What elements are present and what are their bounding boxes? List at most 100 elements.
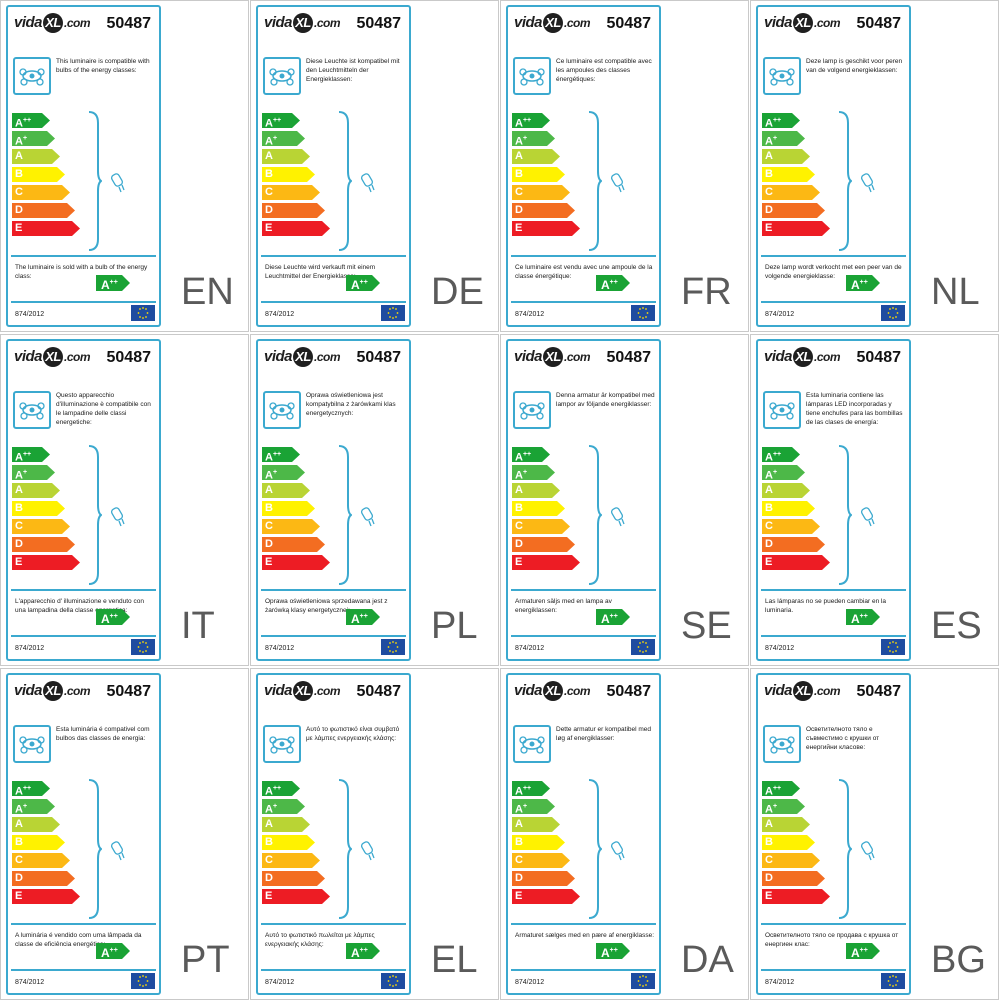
bulb-icon bbox=[860, 507, 875, 527]
language-code: IT bbox=[181, 605, 215, 647]
energy-class-label: A++ bbox=[265, 451, 282, 464]
regulation-number: 874/2012 bbox=[765, 311, 795, 318]
luminaire-icon bbox=[13, 725, 51, 763]
energy-class-label: C bbox=[765, 520, 773, 532]
model-number: 50487 bbox=[606, 15, 652, 32]
divider bbox=[11, 923, 156, 925]
luminaire-icon bbox=[263, 57, 301, 95]
energy-class-bar: A++ bbox=[512, 447, 582, 464]
energy-class-scale: A++ A+ A B C D E bbox=[262, 781, 332, 907]
label-cell-se: vida XL .com 50487 Denna armatur är kompat… bbox=[500, 334, 749, 666]
energy-class-bar: C bbox=[12, 519, 82, 534]
energy-class-bar: C bbox=[762, 519, 832, 534]
energy-class-label: E bbox=[765, 222, 773, 234]
energy-class-label: A+ bbox=[515, 469, 528, 482]
brace-icon bbox=[338, 779, 352, 919]
energy-class-label: E bbox=[765, 556, 773, 568]
energy-class-label: E bbox=[765, 890, 773, 902]
energy-class-label: A bbox=[765, 818, 773, 830]
luminaire-icon bbox=[263, 391, 301, 429]
energy-class-bar: E bbox=[12, 221, 82, 236]
sold-with-text: Diese Leuchte wird verkauft mit einem Le… bbox=[265, 264, 376, 280]
model-number: 50487 bbox=[106, 683, 152, 700]
energy-label: vida XL .com 50487 Denna armatur är kompat… bbox=[506, 339, 661, 661]
energy-class-label: C bbox=[765, 186, 773, 198]
energy-class-bar: A+ bbox=[762, 465, 832, 482]
energy-class-scale: A++ A+ A B C D E bbox=[512, 113, 582, 239]
model-number: 50487 bbox=[106, 15, 152, 32]
compatibility-text: This luminaire is compatible with bulbs … bbox=[56, 58, 150, 74]
energy-class-label: A+ bbox=[15, 469, 28, 482]
energy-label: vida XL .com 50487 Ce luminaire est compat… bbox=[506, 5, 661, 327]
energy-class-bar: B bbox=[12, 501, 82, 516]
language-code: BG bbox=[931, 939, 986, 981]
energy-class-label: A+ bbox=[765, 135, 778, 148]
brand-logo: vida XL .com bbox=[14, 13, 91, 33]
energy-class-label: E bbox=[265, 556, 273, 568]
energy-class-bar: D bbox=[512, 203, 582, 218]
divider bbox=[761, 923, 906, 925]
sold-with-text: Αυτό το φωτιστικό πωλείται με λάμπες ενε… bbox=[265, 932, 375, 948]
energy-class-label: E bbox=[15, 222, 23, 234]
eu-flag-icon bbox=[881, 639, 905, 655]
model-number: 50487 bbox=[856, 15, 902, 32]
energy-class-bar: A+ bbox=[512, 799, 582, 816]
energy-class-label: A++ bbox=[765, 117, 782, 130]
divider bbox=[11, 301, 156, 303]
energy-label: vida XL .com 50487 Dette armatur er kompat… bbox=[506, 673, 661, 995]
brand-logo: vida XL .com bbox=[514, 681, 591, 701]
energy-class-label: D bbox=[15, 872, 23, 884]
energy-class-bar: E bbox=[262, 221, 332, 236]
energy-class-label: E bbox=[515, 222, 523, 234]
energy-class-bar: C bbox=[12, 853, 82, 868]
energy-class-label: A++ bbox=[15, 451, 32, 464]
energy-class-bar: B bbox=[262, 501, 332, 516]
energy-class-bar: B bbox=[12, 167, 82, 182]
sold-with-text: A luminária é vendido com uma lâmpada da… bbox=[15, 932, 142, 948]
energy-class-bar: A++ bbox=[762, 113, 832, 130]
model-number: 50487 bbox=[356, 349, 402, 366]
energy-class-scale: A++ A+ A B C D E bbox=[512, 781, 582, 907]
energy-class-label: A++ bbox=[765, 451, 782, 464]
energy-class-label: B bbox=[765, 502, 773, 514]
rating-badge: A++ bbox=[596, 275, 630, 296]
divider bbox=[261, 589, 406, 591]
energy-class-bar: A++ bbox=[12, 113, 82, 130]
brand-logo: vida XL .com bbox=[14, 681, 91, 701]
luminaire-icon bbox=[513, 391, 551, 429]
bulb-icon bbox=[860, 173, 875, 193]
energy-class-bar: B bbox=[762, 835, 832, 850]
energy-class-bar: A+ bbox=[762, 799, 832, 816]
energy-class-bar: E bbox=[762, 221, 832, 236]
energy-class-bar: A bbox=[762, 483, 832, 498]
model-number: 50487 bbox=[606, 683, 652, 700]
regulation-number: 874/2012 bbox=[15, 979, 45, 986]
energy-class-label: A bbox=[765, 150, 773, 162]
energy-class-bar: A++ bbox=[262, 113, 332, 130]
brace-icon bbox=[338, 445, 352, 585]
energy-label: vida XL .com 50487 This luminaire is compa… bbox=[6, 5, 161, 327]
energy-class-label: A+ bbox=[15, 803, 28, 816]
energy-class-label: C bbox=[515, 186, 523, 198]
regulation-number: 874/2012 bbox=[265, 979, 295, 986]
energy-class-bar: A bbox=[12, 483, 82, 498]
label-cell-pt: vida XL .com 50487 Esta luminária é compat… bbox=[0, 668, 249, 1000]
energy-class-label: A bbox=[15, 150, 23, 162]
label-cell-da: vida XL .com 50487 Dette armatur er kompat… bbox=[500, 668, 749, 1000]
energy-class-bar: A bbox=[512, 149, 582, 164]
regulation-number: 874/2012 bbox=[765, 979, 795, 986]
luminaire-icon bbox=[763, 57, 801, 95]
luminaire-icon bbox=[263, 725, 301, 763]
eu-flag-icon bbox=[131, 305, 155, 321]
energy-class-label: D bbox=[265, 204, 273, 216]
eu-flag-icon bbox=[631, 639, 655, 655]
energy-class-bar: D bbox=[262, 871, 332, 886]
energy-class-bar: A bbox=[262, 817, 332, 832]
energy-class-bar: A++ bbox=[512, 113, 582, 130]
luminaire-icon bbox=[513, 57, 551, 95]
compatibility-text: Осветителното тяло е съвместимо с крушки… bbox=[806, 726, 880, 751]
energy-class-bar: B bbox=[762, 167, 832, 182]
energy-class-bar: C bbox=[762, 853, 832, 868]
model-number: 50487 bbox=[856, 349, 902, 366]
regulation-number: 874/2012 bbox=[15, 645, 45, 652]
